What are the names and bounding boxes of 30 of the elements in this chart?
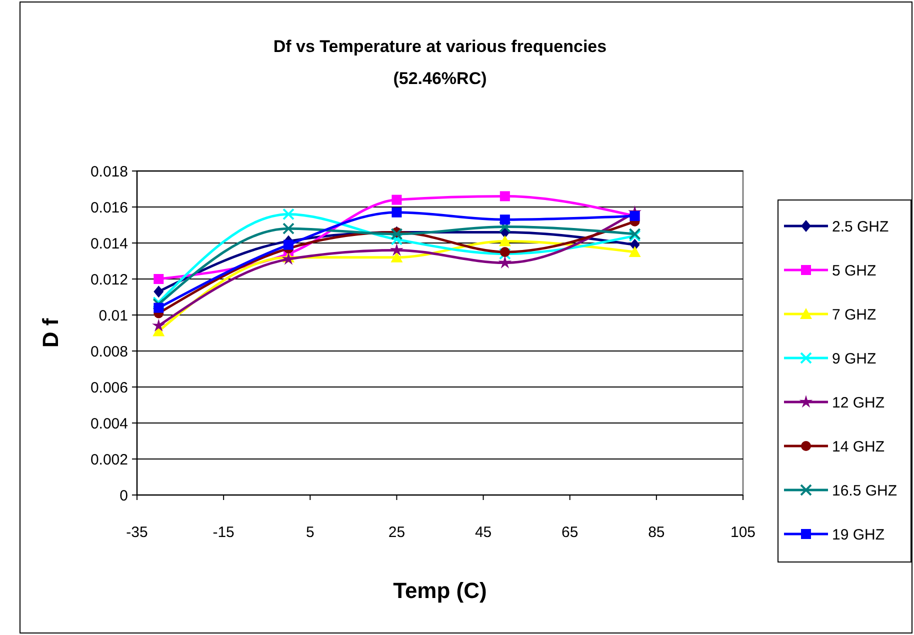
legend-label: 5 GHZ <box>832 262 876 280</box>
legend-label: 14 GHZ <box>832 438 885 456</box>
y-tick-label: 0.002 <box>90 451 128 468</box>
y-tick-label: 0.014 <box>90 235 128 252</box>
y-tick-label: 0.01 <box>98 307 128 324</box>
legend-label: 9 GHZ <box>832 350 876 368</box>
legend-label: 16.5 GHZ <box>832 482 898 500</box>
y-tick-label: 0.008 <box>90 343 128 360</box>
x-tick-label: -35 <box>126 524 148 541</box>
x-tick-label: 65 <box>562 524 578 541</box>
legend-label: 19 GHZ <box>832 526 885 544</box>
y-tick-label: 0.016 <box>90 199 128 216</box>
y-axis-title: D f <box>38 318 63 348</box>
x-tick-label: 105 <box>730 524 756 541</box>
chart-subtitle: (52.46%RC) <box>393 69 487 88</box>
y-tick-label: 0.004 <box>90 415 128 432</box>
x-tick-label: 5 <box>306 524 314 541</box>
legend-label: 7 GHZ <box>832 306 876 324</box>
x-tick-label: 45 <box>474 524 492 541</box>
x-tick-label: 85 <box>648 524 665 541</box>
y-tick-label: 0 <box>120 487 128 504</box>
x-tick-label: -15 <box>212 524 234 541</box>
legend-label: 2.5 GHZ <box>832 218 889 236</box>
legend-label: 12 GHZ <box>832 394 885 412</box>
y-tick-label: 0.018 <box>90 163 128 180</box>
y-tick-label: 0.006 <box>90 379 128 396</box>
x-tick-label: 25 <box>388 524 406 541</box>
x-axis-title: Temp (C) <box>393 578 487 603</box>
y-tick-label: 0.012 <box>90 271 128 288</box>
chart-title: Df vs Temperature at various frequencies <box>273 37 607 56</box>
